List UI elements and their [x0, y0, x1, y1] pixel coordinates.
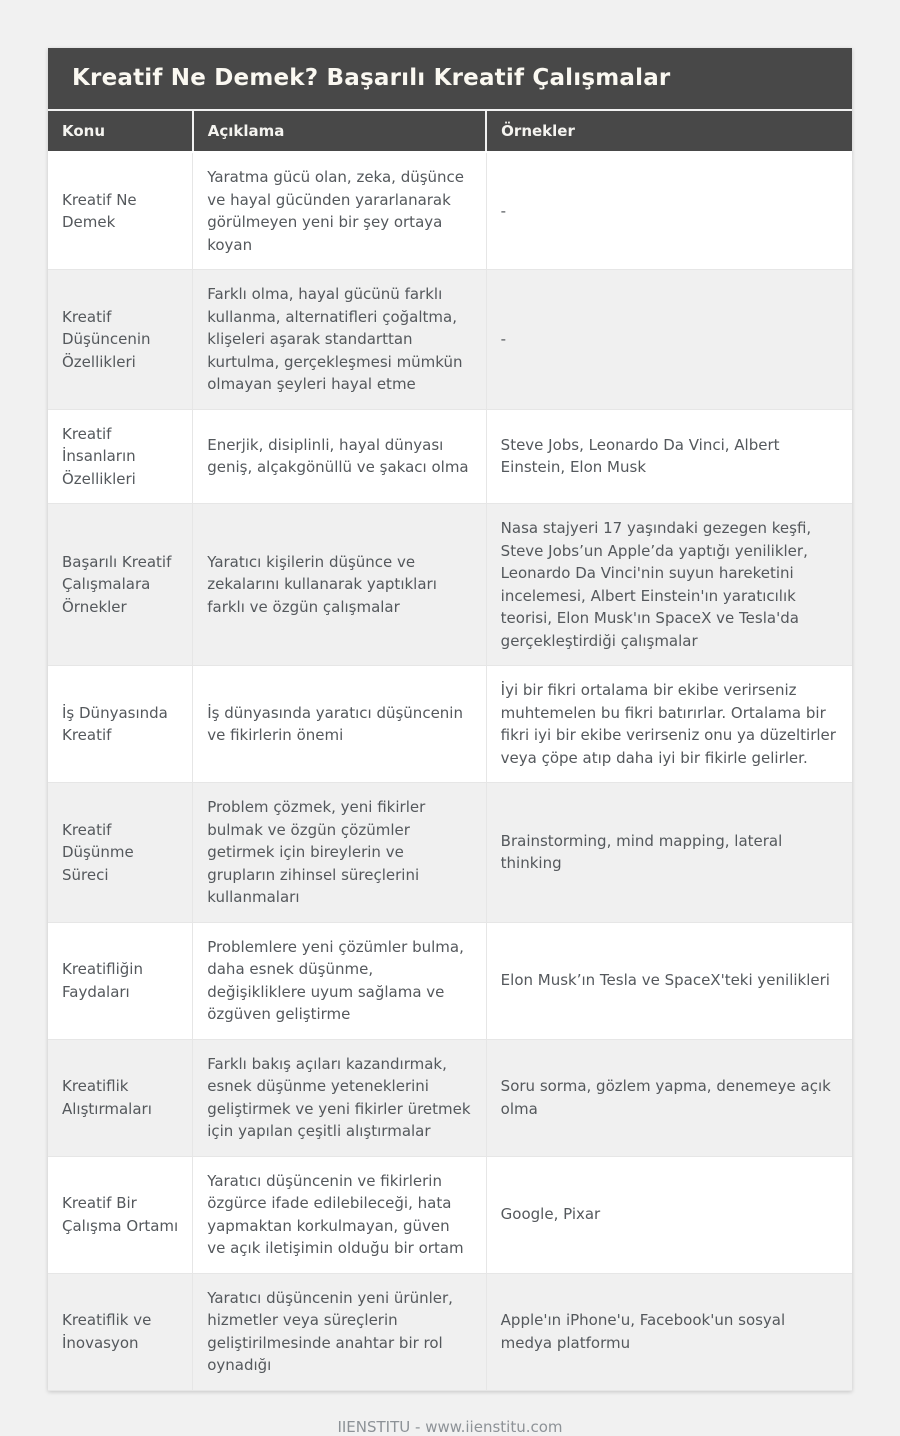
- cell-topic: Kreatiflik Alıştırmaları: [48, 1038, 194, 1157]
- cell-examples: Nasa stajyeri 17 yaşındaki gezegen keşfi…: [485, 503, 852, 666]
- cell-topic: İş Dünyasında Kreatif: [48, 665, 194, 783]
- cell-topic: Kreatif Ne Demek: [48, 152, 194, 270]
- page-title: Kreatif Ne Demek? Başarılı Kreatif Çalış…: [48, 48, 852, 109]
- cell-examples: Elon Musk’ın Tesla ve SpaceX'teki yenili…: [485, 921, 852, 1040]
- cell-description: Enerjik, disiplinli, hayal dünyası geniş…: [192, 408, 487, 504]
- table-row: Kreatif Ne Demek Yaratma gücü olan, zeka,…: [48, 152, 852, 270]
- cell-topic: Başarılı Kreatif Çalışmalara Örnekler: [48, 503, 194, 666]
- cell-description: Farklı bakış açıları kazandırmak, esnek …: [192, 1038, 487, 1157]
- table-row: Kreatiflik ve İnovasyon Yaratıcı düşüncen…: [48, 1272, 852, 1391]
- table-body: Kreatif Ne Demek Yaratma gücü olan, zeka,…: [48, 152, 852, 1391]
- cell-examples: Steve Jobs, Leonardo Da Vinci, Albert Ei…: [485, 408, 852, 504]
- table-row: Kreatif Düşünme Süreci Problem çözmek, ye…: [48, 782, 852, 923]
- table-header-row: Konu Açıklama Örnekler: [48, 109, 852, 153]
- cell-examples: Apple'ın iPhone'u, Facebook'un sosyal me…: [485, 1272, 852, 1391]
- cell-description: Farklı olma, hayal gücünü farklı kullanm…: [192, 269, 487, 410]
- cell-topic: Kreatiflik ve İnovasyon: [48, 1272, 194, 1391]
- cell-description: Problemlere yeni çözümler bulma, daha es…: [192, 921, 487, 1040]
- table-row: Kreatif Düşüncenin Özellikleri Farklı olm…: [48, 269, 852, 410]
- cell-description: Yaratıcı düşüncenin ve fikirlerin özgürc…: [192, 1155, 487, 1274]
- table-row: Başarılı Kreatif Çalışmalara Örnekler Yar…: [48, 503, 852, 666]
- cell-examples: Soru sorma, gözlem yapma, denemeye açık …: [485, 1038, 852, 1157]
- table-row: İş Dünyasında Kreatif İş dünyasında yarat…: [48, 665, 852, 783]
- cell-description: Yaratıcı kişilerin düşünce ve zekalarını…: [192, 503, 487, 666]
- cell-topic: Kreatif Düşünme Süreci: [48, 782, 194, 923]
- content-table: Konu Açıklama Örnekler Kreatif Ne Demek Y…: [48, 109, 852, 1391]
- cell-examples: -: [485, 152, 852, 270]
- table-card: Kreatif Ne Demek? Başarılı Kreatif Çalış…: [48, 48, 852, 1391]
- cell-topic: Kreatif Düşüncenin Özellikleri: [48, 269, 194, 410]
- cell-topic: Kreatif İnsanların Özellikleri: [48, 408, 194, 504]
- table-row: Kreatif İnsanların Özellikleri Enerjik, d…: [48, 408, 852, 504]
- cell-topic: Kreatifliğin Faydaları: [48, 921, 194, 1040]
- cell-examples: Google, Pixar: [485, 1155, 852, 1274]
- table-row: Kreatifliğin Faydaları Problemlere yeni ç…: [48, 921, 852, 1040]
- table-row: Kreatiflik Alıştırmaları Farklı bakış açı…: [48, 1038, 852, 1157]
- cell-examples: -: [485, 269, 852, 410]
- column-header-ornekler: Örnekler: [485, 109, 852, 153]
- footer-credit: IIENSTITU - www.iienstitu.com: [337, 1417, 563, 1436]
- column-header-konu: Konu: [48, 109, 193, 153]
- table-row: Kreatif Bir Çalışma Ortamı Yaratıcı düşün…: [48, 1155, 852, 1274]
- cell-examples: İyi bir fikri ortalama bir ekibe verirse…: [485, 665, 852, 783]
- cell-description: İş dünyasında yaratıcı düşüncenin ve fik…: [192, 665, 487, 783]
- cell-description: Yaratma gücü olan, zeka, düşünce ve haya…: [192, 152, 487, 270]
- column-header-aciklama: Açıklama: [191, 109, 487, 153]
- cell-description: Yaratıcı düşüncenin yeni ürünler, hizmet…: [192, 1272, 487, 1391]
- cell-description: Problem çözmek, yeni fikirler bulmak ve …: [192, 782, 487, 923]
- cell-topic: Kreatif Bir Çalışma Ortamı: [48, 1155, 194, 1274]
- cell-examples: Brainstorming, mind mapping, lateral thi…: [485, 782, 852, 923]
